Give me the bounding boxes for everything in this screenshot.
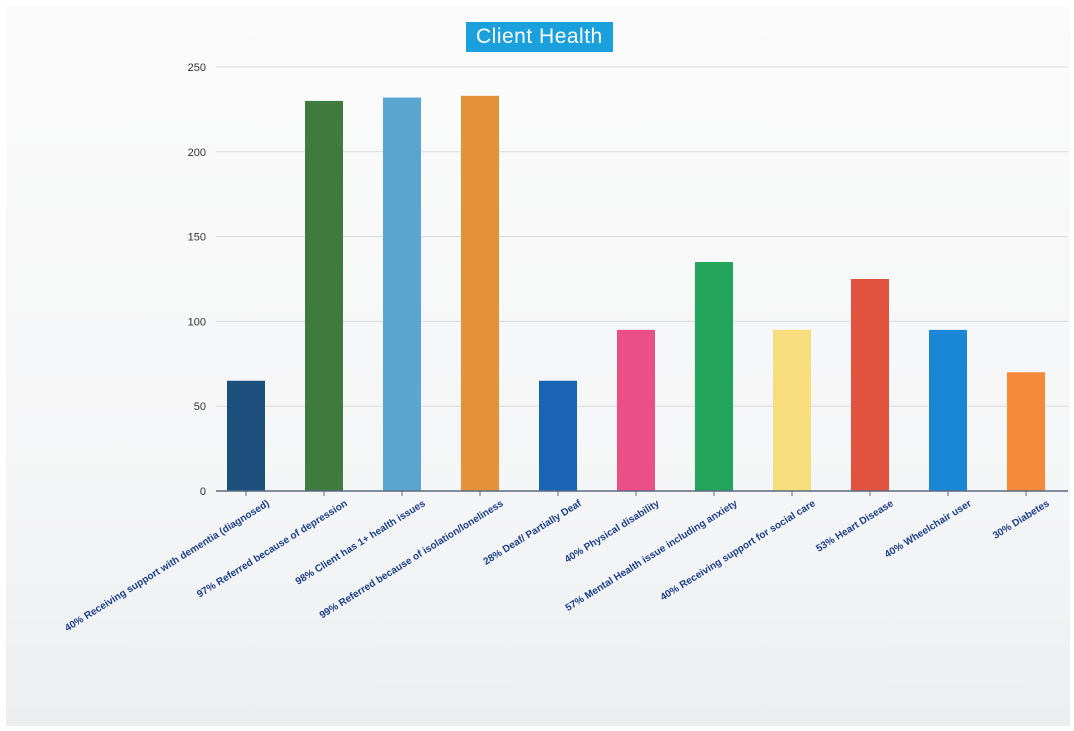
bar-chart: 0 50 100 150 200 250 40% Receiving support wi…	[63, 62, 1068, 634]
y-tick-label: 0	[200, 486, 206, 498]
bar[interactable]	[305, 100, 343, 492]
bar[interactable]	[539, 380, 577, 491]
x-tick-label: 57% Mental Health issue including anxiet…	[564, 498, 740, 614]
x-tick-label: 40% Receiving support for social care	[659, 498, 818, 603]
y-tick-label: 250	[188, 62, 206, 74]
bar[interactable]	[851, 279, 889, 491]
bar[interactable]	[461, 95, 499, 491]
x-tick-label: 97% Referred because of depression	[195, 498, 349, 600]
bar[interactable]	[1007, 372, 1045, 491]
y-tick-label: 100	[188, 316, 206, 328]
y-tick-label: 200	[188, 147, 206, 159]
bar[interactable]	[227, 380, 265, 491]
x-tick-label: 53% Heart Disease	[814, 498, 896, 555]
bar[interactable]	[929, 329, 967, 491]
bars	[227, 95, 1045, 496]
chart-frame: Client Health 0 50 100 150 200 250 40% Receiv…	[6, 6, 1070, 726]
x-tick-label: 40% Wheelchair user	[883, 498, 974, 560]
bar[interactable]	[695, 262, 733, 491]
y-axis-ticks: 0 50 100 150 200 250	[188, 62, 206, 498]
bar[interactable]	[383, 97, 421, 491]
chart-title: Client Health	[466, 22, 613, 52]
x-tick-label: 98% Client has 1+ health issues	[294, 498, 428, 588]
bar[interactable]	[617, 329, 655, 491]
y-tick-label: 150	[188, 232, 206, 244]
x-tick-label: 30% Diabetes	[991, 498, 1052, 542]
bar[interactable]	[773, 329, 811, 491]
y-tick-label: 50	[194, 401, 206, 413]
x-axis-labels: 40% Receiving support with dementia (dia…	[63, 498, 1052, 634]
